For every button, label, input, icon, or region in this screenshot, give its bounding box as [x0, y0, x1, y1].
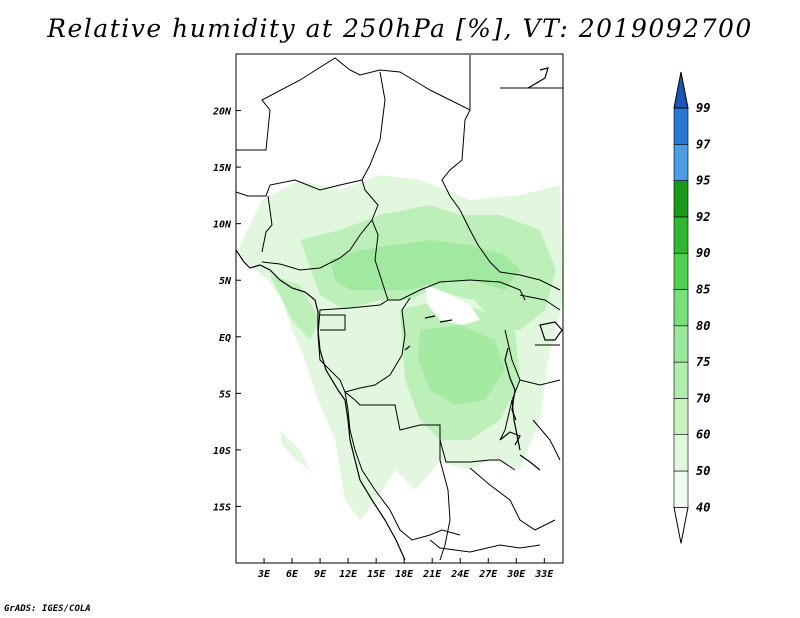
colorbar-label: 90: [696, 246, 710, 260]
lon-tick-label: 24E: [450, 569, 470, 580]
colorbar-label: 60: [696, 428, 710, 442]
colorbar-lower-arrow: [673, 506, 689, 544]
lat-tick-label: 15S: [213, 502, 231, 513]
colorbar-segment: [673, 325, 689, 363]
colorbar-segment: [673, 470, 689, 508]
map-title: Relative humidity at 250hPa [%], VT: 201…: [47, 14, 753, 43]
map-frame: [235, 53, 564, 564]
colorbar-segment: [673, 107, 689, 145]
lon-tick-label: 15E: [367, 569, 386, 580]
lon-tick-label: 30E: [506, 569, 526, 580]
lat-tick-label: 15N: [213, 163, 232, 174]
lat-tick-label: 5N: [219, 276, 232, 287]
lat-tick-label: 10N: [213, 220, 232, 231]
colorbar-label: 92: [696, 210, 710, 224]
colorbar-segment: [673, 361, 689, 399]
colorbar-label: 75: [696, 355, 710, 369]
colorbar-segment: [673, 398, 689, 435]
lon-tick-label: 18E: [395, 569, 414, 580]
colorbar-label: 80: [696, 319, 710, 333]
humidity-shading: [238, 175, 563, 520]
colorbar-label: 97: [696, 137, 711, 151]
longitude-ticks: 3E 6E 9E 12E 15E 18E 21E 24E 27E 30E 33E: [257, 558, 554, 580]
grads-credit: GrADS: IGES/COLA: [4, 604, 91, 614]
colorbar-label: 95: [696, 174, 710, 188]
colorbar-label: 70: [696, 391, 710, 405]
country-borders: [235, 55, 563, 561]
colorbar-segment: [673, 216, 689, 254]
lon-tick-label: 33E: [534, 569, 554, 580]
lon-tick-label: 9E: [314, 569, 327, 580]
lon-tick-label: 3E: [257, 569, 271, 580]
colorbar-label: 85: [696, 283, 710, 297]
colorbar-segment: [673, 434, 689, 472]
coastlines: [235, 67, 563, 561]
lon-tick-label: 21E: [422, 569, 442, 580]
colorbar-segment: [673, 180, 689, 218]
lat-tick-label: EQ: [219, 333, 231, 344]
colorbar-upper-arrow: [673, 71, 689, 109]
colorbar-segment: [673, 252, 689, 290]
lat-tick-label: 5S: [219, 389, 231, 400]
lon-tick-label: 12E: [339, 569, 358, 580]
colorbar-segment: [673, 144, 689, 181]
colorbar-segment: [673, 289, 689, 327]
colorbar-label: 50: [696, 464, 710, 478]
colorbar-label: 40: [696, 500, 710, 514]
colorbar: 40 50 60 70 75 80 85 90 92 95 97 99: [673, 71, 711, 544]
lat-tick-label: 10S: [213, 446, 231, 457]
colorbar-label: 99: [696, 101, 710, 115]
lat-tick-label: 20N: [212, 107, 232, 118]
latitude-ticks: 20N 15N 10N 5N EQ 5S 10S 15S: [212, 107, 241, 513]
lon-tick-label: 27E: [478, 569, 498, 580]
lon-tick-label: 6E: [286, 569, 299, 580]
